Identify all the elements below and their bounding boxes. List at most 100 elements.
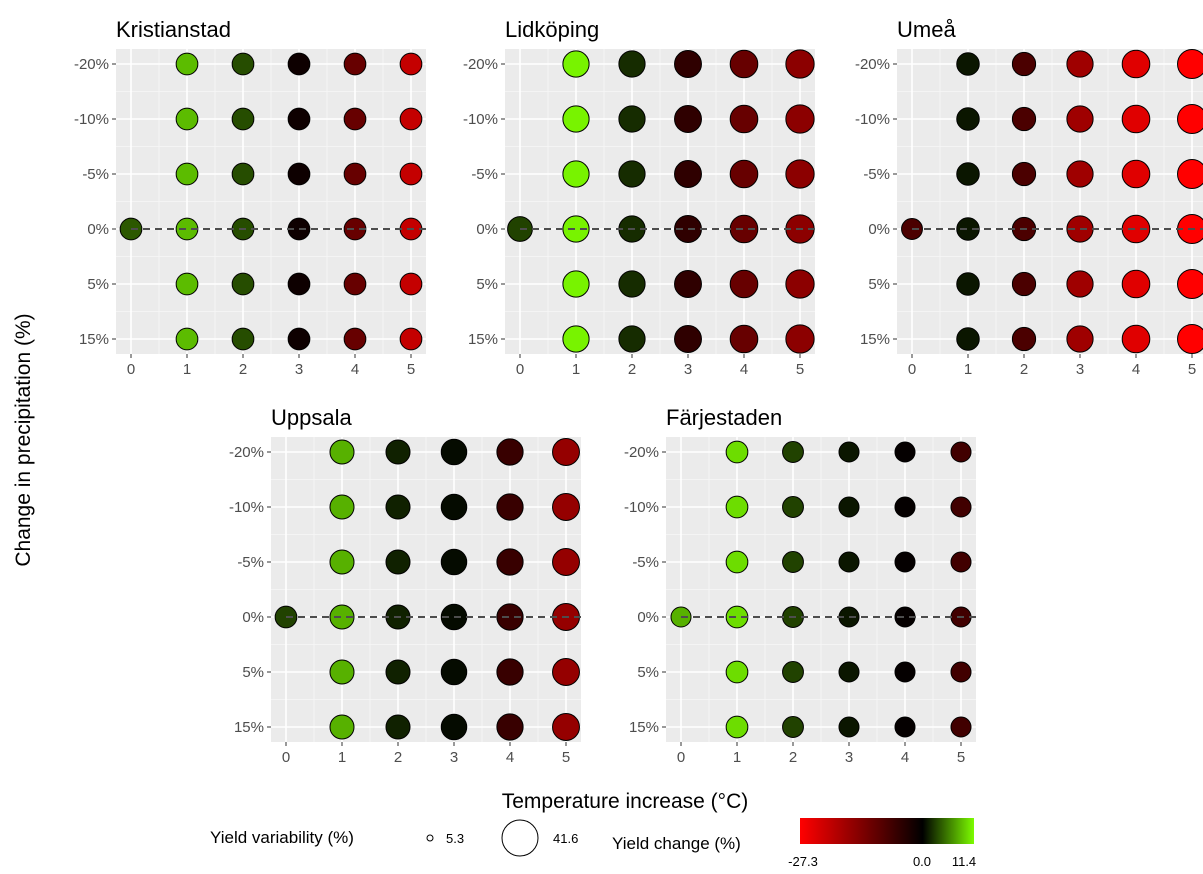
- x-tick-label: 5: [796, 361, 804, 378]
- data-point: [956, 162, 980, 186]
- data-point: [385, 659, 411, 685]
- data-point: [175, 162, 199, 186]
- data-point: [1177, 104, 1203, 134]
- data-point: [1011, 161, 1037, 187]
- data-point: [725, 660, 749, 684]
- panel-farjestaden: 0 1 2 3 4 5 -20% -10% -5% 0% 5% 15% Färjestaden: [624, 405, 976, 766]
- data-point: [782, 441, 804, 463]
- data-point: [343, 272, 367, 296]
- panel-title: Lidköping: [505, 17, 599, 42]
- y-tick-label: 15%: [79, 331, 109, 348]
- data-point: [1121, 159, 1151, 189]
- data-point: [399, 327, 423, 351]
- data-point: [956, 52, 980, 76]
- panel-title: Uppsala: [271, 405, 352, 430]
- x-tick-label: 3: [1076, 361, 1084, 378]
- y-tick-label: 0%: [476, 221, 498, 238]
- data-point: [725, 440, 749, 464]
- size-legend-min-circle: [426, 834, 434, 842]
- data-point: [287, 327, 311, 351]
- data-point: [894, 661, 916, 683]
- data-point: [231, 327, 255, 351]
- panel-lidkoping: 0 1 2 3 4 5 -20% -10% -5% 0% 5% 15% Lidköping: [463, 17, 815, 378]
- data-point: [231, 107, 255, 131]
- data-point: [1011, 51, 1037, 77]
- data-point: [785, 269, 815, 299]
- y-tick-label: 0%: [87, 221, 109, 238]
- x-tick-label: 2: [1020, 361, 1028, 378]
- y-tick-label: -20%: [855, 56, 890, 73]
- data-point: [287, 107, 311, 131]
- x-axis-title: Temperature increase (°C): [502, 790, 748, 813]
- data-point: [287, 272, 311, 296]
- data-point: [496, 713, 524, 741]
- panel-umea: 0 1 2 3 4 5 -20% -10% -5% 0% 5% 15% Umeå: [855, 17, 1203, 378]
- data-point: [618, 105, 646, 133]
- panel-kristianstad: 0 1 2 3 4 5 -20% -10% -5% 0% 5% 15% Kristianstad: [74, 17, 426, 378]
- data-point: [1011, 326, 1037, 352]
- data-point: [562, 50, 590, 78]
- data-point: [562, 160, 590, 188]
- data-point: [440, 548, 468, 576]
- data-point: [562, 325, 590, 353]
- y-tick-label: -20%: [229, 444, 264, 461]
- data-point: [894, 496, 916, 518]
- size-legend-max-circle: [501, 819, 539, 857]
- data-point: [729, 49, 759, 79]
- y-tick-label: 15%: [629, 719, 659, 736]
- data-point: [343, 52, 367, 76]
- data-point: [950, 551, 972, 573]
- data-point: [1121, 104, 1151, 134]
- data-point: [782, 661, 804, 683]
- data-point: [674, 50, 702, 78]
- x-tick-label: 2: [239, 361, 247, 378]
- y-tick-label: 0%: [637, 609, 659, 626]
- data-point: [496, 658, 524, 686]
- data-point: [175, 52, 199, 76]
- data-point: [385, 439, 411, 465]
- y-tick-label: 0%: [242, 609, 264, 626]
- data-point: [956, 327, 980, 351]
- y-tick-label: -5%: [863, 166, 890, 183]
- data-point: [729, 269, 759, 299]
- data-point: [440, 493, 468, 521]
- color-legend-mid-label: 0.0: [913, 854, 931, 869]
- data-point: [785, 104, 815, 134]
- panel-title: Färjestaden: [666, 405, 782, 430]
- data-point: [231, 162, 255, 186]
- data-point: [618, 270, 646, 298]
- data-point: [343, 162, 367, 186]
- data-point: [440, 713, 468, 741]
- data-point: [838, 661, 860, 683]
- y-tick-label: -10%: [624, 499, 659, 516]
- data-point: [894, 551, 916, 573]
- data-point: [385, 714, 411, 740]
- data-point: [725, 550, 749, 574]
- size-legend-max-label: 41.6: [553, 831, 578, 846]
- data-point: [1177, 49, 1203, 79]
- data-point: [618, 325, 646, 353]
- data-point: [674, 270, 702, 298]
- data-point: [725, 495, 749, 519]
- y-tick-label: 5%: [868, 276, 890, 293]
- data-point: [956, 272, 980, 296]
- y-tick-label: -20%: [463, 56, 498, 73]
- data-point: [618, 160, 646, 188]
- x-tick-label: 4: [1132, 361, 1140, 378]
- data-point: [950, 441, 972, 463]
- y-tick-label: 0%: [868, 221, 890, 238]
- y-tick-label: -5%: [632, 554, 659, 571]
- size-legend-title: Yield variability (%): [210, 828, 354, 847]
- data-point: [1066, 325, 1094, 353]
- data-point: [329, 604, 355, 630]
- data-point: [1121, 324, 1151, 354]
- x-tick-label: 2: [789, 749, 797, 766]
- x-tick-label: 0: [677, 749, 685, 766]
- data-point: [562, 105, 590, 133]
- x-tick-label: 2: [394, 749, 402, 766]
- data-point: [1177, 159, 1203, 189]
- data-point: [1177, 269, 1203, 299]
- data-point: [552, 548, 580, 576]
